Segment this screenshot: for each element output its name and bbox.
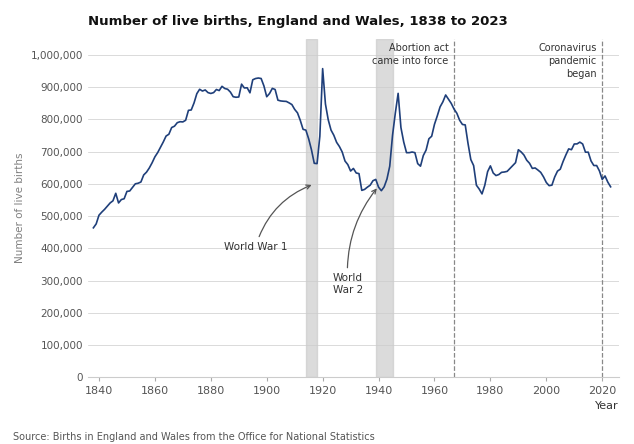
Bar bbox=[376, 39, 392, 377]
Text: World
War 2: World War 2 bbox=[333, 190, 376, 295]
Text: Source: Births in England and Wales from the Office for National Statistics: Source: Births in England and Wales from… bbox=[13, 432, 375, 442]
Text: Number of live births, England and Wales, 1838 to 2023: Number of live births, England and Wales… bbox=[87, 15, 508, 28]
Bar bbox=[306, 39, 317, 377]
Text: Abortion act
came into force: Abortion act came into force bbox=[372, 43, 448, 66]
Text: World War 1: World War 1 bbox=[224, 185, 311, 252]
Text: Coronavirus
pandemic
began: Coronavirus pandemic began bbox=[538, 43, 597, 79]
Y-axis label: Number of live births: Number of live births bbox=[15, 153, 25, 263]
Text: Year: Year bbox=[595, 401, 619, 411]
